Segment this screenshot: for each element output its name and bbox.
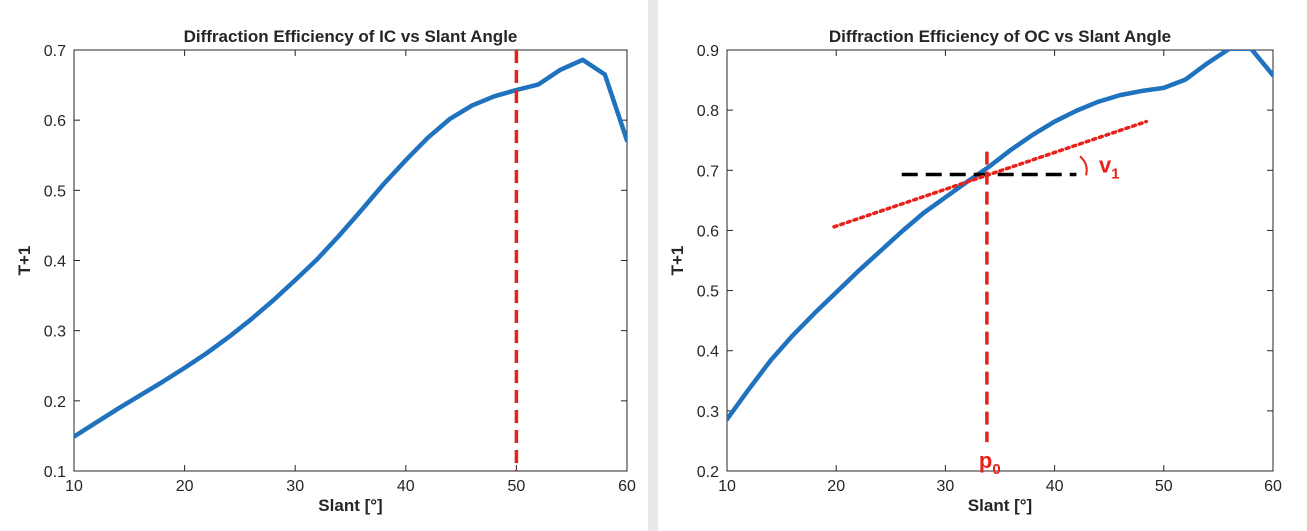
y-tick-label: 0.5: [44, 183, 66, 200]
annotation-p0-text: p: [979, 448, 992, 473]
x-tick-label: 60: [1264, 478, 1282, 495]
x-tick-label: 30: [286, 478, 304, 495]
x-tick-label: 60: [618, 478, 636, 495]
y-tick-label: 0.9: [697, 43, 719, 60]
y-tick-label: 0.2: [697, 464, 719, 481]
annotation-v1-label: v1: [1099, 152, 1120, 182]
x-axis-label: Slant [°]: [318, 496, 382, 515]
y-tick-label: 0.2: [44, 394, 66, 411]
chart-panel-ic: 10 20 30 40 50 60 0.1 0.2 0.3 0.4 0.5 0.6 0.7 Diffra…: [0, 0, 648, 531]
x-tick-label: 30: [937, 478, 955, 495]
y-tick-label: 0.6: [697, 223, 719, 240]
annotation-v1-text: v: [1099, 152, 1112, 177]
x-tick-label: 50: [1155, 478, 1173, 495]
angle-arc: [1079, 155, 1088, 176]
x-tick-label: 20: [176, 478, 194, 495]
data-line: [727, 50, 1273, 422]
y-tick-label: 0.4: [44, 254, 66, 271]
y-tick-label: 0.5: [697, 284, 719, 301]
y-tick-label: 0.7: [697, 163, 719, 180]
annotation-p0-subscript: 0: [992, 461, 1000, 478]
x-tick-label: 40: [1046, 478, 1064, 495]
chart-panel-oc: 10 20 30 40 50 60 0.2 0.3 0.4 0.5 0.6 0.7 0.8 0.9 Dif…: [658, 0, 1307, 531]
y-tick-label: 0.8: [697, 103, 719, 120]
y-axis-label: T+1: [668, 246, 687, 276]
y-tick-label: 0.3: [44, 324, 66, 341]
y-axis-label: T+1: [15, 246, 34, 276]
y-tick-label: 0.6: [44, 113, 66, 130]
plot-frame: [726, 49, 1274, 472]
x-axis-label: Slant [°]: [968, 496, 1032, 515]
chart-title: Diffraction Efficiency of OC vs Slant An…: [829, 27, 1171, 46]
chart-title: Diffraction Efficiency of IC vs Slant An…: [184, 27, 518, 46]
plot-frame: [73, 49, 628, 472]
chart-oc-svg: 10 20 30 40 50 600.20.30.40.50.60.70.80.9 Dif…: [668, 27, 1282, 515]
y-tick-label: 0.7: [44, 43, 66, 60]
y-tick-label: 0.3: [697, 404, 719, 421]
chart-ic-svg: 10 20 30 40 50 60 0.1 0.2 0.3 0.4 0.5 0.6 0.7 Diffra…: [15, 27, 636, 515]
y-tick-label: 0.1: [44, 464, 66, 481]
x-tick-label: 50: [508, 478, 526, 495]
annotation-v1-subscript: 1: [1111, 165, 1119, 182]
tangent-line: [832, 119, 1149, 229]
panel-divider: [648, 0, 658, 531]
x-tick-label: 40: [397, 478, 415, 495]
x-tick-label: 10: [65, 478, 83, 495]
annotation-p0-label: p0: [979, 448, 1001, 478]
data-line: [74, 57, 627, 439]
x-tick-label: 10: [718, 478, 736, 495]
x-tick-label: 20: [827, 478, 845, 495]
y-tick-label: 0.4: [697, 344, 719, 361]
